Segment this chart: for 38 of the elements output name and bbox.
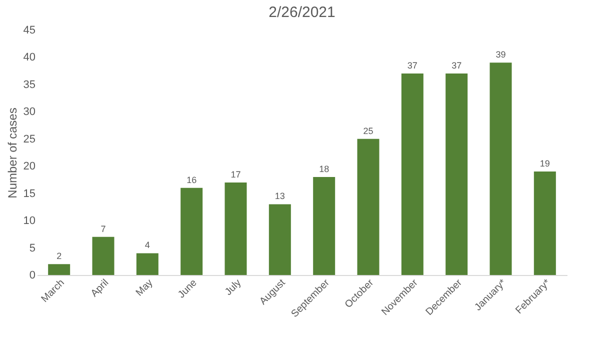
data-label: 37: [407, 60, 418, 71]
data-label: 7: [100, 224, 106, 234]
bar: [224, 182, 247, 275]
bar: [268, 204, 291, 275]
data-label: 39: [496, 50, 506, 60]
data-label: 19: [540, 158, 550, 169]
x-tick-label: July: [223, 278, 244, 298]
y-tick-label: 40: [23, 52, 36, 64]
y-tick-label: 25: [23, 133, 36, 146]
bar: [48, 264, 70, 275]
data-label: 37: [452, 60, 462, 71]
bar: [313, 177, 336, 275]
data-label: 25: [363, 126, 374, 136]
data-label: 18: [319, 164, 330, 174]
y-tick-label: 30: [23, 106, 36, 118]
y-tick-label: 5: [29, 242, 36, 254]
data-label: 2: [56, 251, 62, 262]
data-label: 17: [230, 169, 241, 180]
data-label: 16: [186, 174, 197, 185]
y-tick-label: 0: [29, 270, 36, 282]
bar: [92, 236, 114, 275]
x-tick-label: May: [134, 278, 156, 299]
data-label: 4: [144, 240, 150, 250]
chart-title: 2/26/2021: [268, 4, 336, 21]
bar: [136, 253, 158, 275]
y-tick-label: 35: [23, 78, 36, 91]
y-tick-label: 10: [23, 215, 36, 228]
bar: [534, 172, 556, 275]
bar: [490, 62, 512, 275]
bar: [357, 138, 380, 275]
bar: [401, 74, 424, 275]
bar: [446, 74, 468, 275]
y-axis-title: Number of cases: [5, 108, 20, 198]
y-tick-label: 15: [23, 188, 36, 200]
y-tick-label: 20: [23, 160, 36, 173]
data-label: 13: [274, 191, 285, 202]
y-tick-label: 45: [23, 24, 36, 36]
bar: [180, 188, 203, 275]
